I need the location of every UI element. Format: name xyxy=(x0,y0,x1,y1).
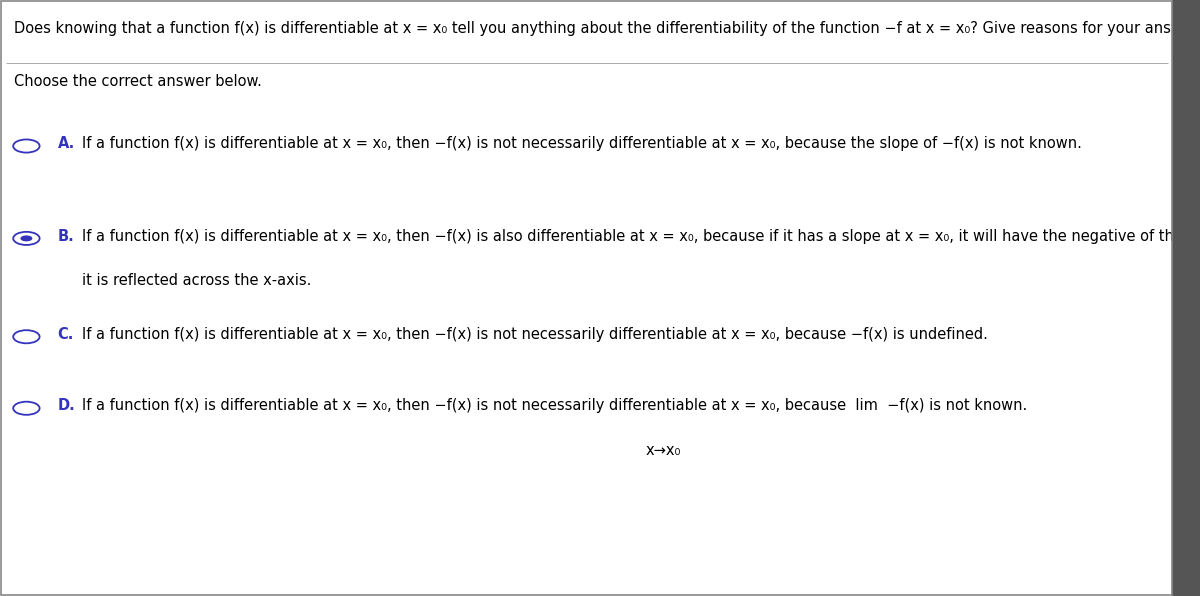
Text: If a function f(x) is differentiable at x = x₀, then −f(x) is also differentiabl: If a function f(x) is differentiable at … xyxy=(82,228,1200,244)
Text: C.: C. xyxy=(58,327,74,342)
Text: If a function f(x) is differentiable at x = x₀, then −f(x) is not necessarily di: If a function f(x) is differentiable at … xyxy=(82,327,988,342)
Text: If a function f(x) is differentiable at x = x₀, then −f(x) is not necessarily di: If a function f(x) is differentiable at … xyxy=(82,136,1081,151)
Circle shape xyxy=(20,235,32,241)
Text: Choose the correct answer below.: Choose the correct answer below. xyxy=(14,74,263,89)
Text: D.: D. xyxy=(58,398,76,414)
Text: A.: A. xyxy=(58,136,74,151)
Text: x→x₀: x→x₀ xyxy=(646,443,680,458)
Text: Does knowing that a function f(x) is differentiable at x = x₀ tell you anything : Does knowing that a function f(x) is dif… xyxy=(14,21,1200,36)
Text: it is reflected across the x-axis.: it is reflected across the x-axis. xyxy=(82,273,311,288)
Text: ph: ph xyxy=(1178,53,1194,66)
Text: B.: B. xyxy=(58,228,74,244)
Text: If a function f(x) is differentiable at x = x₀, then −f(x) is not necessarily di: If a function f(x) is differentiable at … xyxy=(82,398,1027,414)
